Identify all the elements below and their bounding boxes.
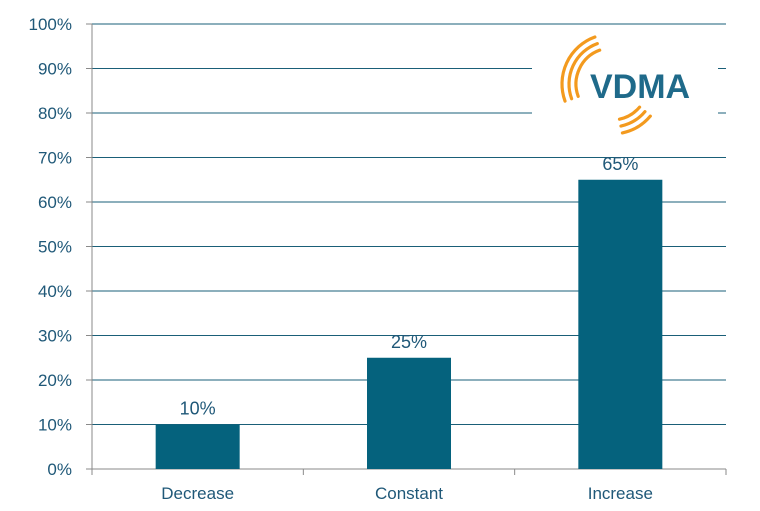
y-tick-label: 100% bbox=[29, 15, 72, 34]
labels: 10% Decrease 25% Constant 65% Increase bbox=[161, 154, 653, 503]
logo-arcs-icon bbox=[560, 35, 652, 135]
bar-increase bbox=[578, 179, 663, 469]
vdma-logo: VDMA bbox=[532, 30, 718, 140]
data-label: 10% bbox=[180, 399, 216, 419]
x-tick-label: Constant bbox=[375, 484, 443, 503]
y-tick-label: 0% bbox=[47, 460, 72, 479]
bars bbox=[155, 179, 663, 469]
y-tick-label: 30% bbox=[38, 327, 72, 346]
logo-arc bbox=[574, 48, 602, 98]
y-tick-label: 70% bbox=[38, 149, 72, 168]
y-tick-label: 20% bbox=[38, 371, 72, 390]
logo-text: VDMA bbox=[590, 68, 690, 106]
x-tick-label: Decrease bbox=[161, 484, 234, 503]
logo-arc bbox=[617, 105, 642, 121]
logo-arc bbox=[619, 110, 647, 128]
y-tick-label: 10% bbox=[38, 416, 72, 435]
y-tick-label: 80% bbox=[38, 104, 72, 123]
data-label: 25% bbox=[391, 332, 427, 352]
x-tick-label: Increase bbox=[588, 484, 653, 503]
y-tick-label: 40% bbox=[38, 282, 72, 301]
logo-arc bbox=[567, 41, 599, 101]
bar-decrease bbox=[155, 424, 240, 469]
logo-arc bbox=[560, 35, 597, 103]
gridlines bbox=[92, 23, 726, 425]
y-tick-label: 90% bbox=[38, 60, 72, 79]
y-tick-label: 50% bbox=[38, 238, 72, 257]
bar-constant bbox=[367, 357, 451, 469]
logo-arc bbox=[620, 114, 652, 135]
y-tick-label: 60% bbox=[38, 193, 72, 212]
data-label: 65% bbox=[602, 154, 638, 174]
